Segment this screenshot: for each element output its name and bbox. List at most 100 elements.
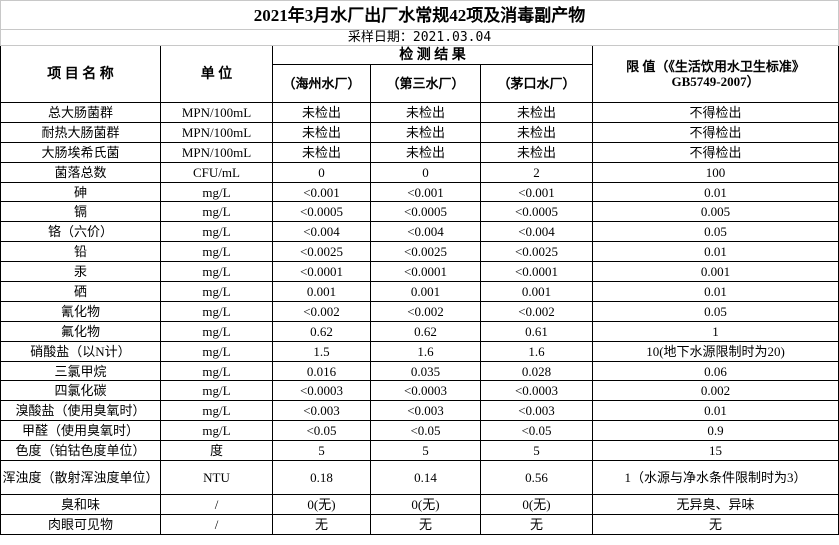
item-cell: 硝酸盐（以N计）	[0, 340, 161, 362]
item-cell: 三氯甲烷	[0, 360, 161, 382]
unit-cell: mg/L	[160, 221, 273, 243]
item-cell: 砷	[0, 181, 161, 203]
plant-1-cell: <0.0001	[272, 261, 371, 283]
plant-3-cell: 0.56	[480, 460, 593, 496]
plant-2-cell: 0	[370, 161, 481, 183]
sample-date: 采样日期：2021.03.04	[0, 29, 839, 46]
item-cell: 色度（铂钴色度单位）	[0, 440, 161, 462]
results-header: 检 测 结 果	[272, 45, 593, 65]
plant-3-cell: 0.001	[480, 281, 593, 302]
plant-3-cell: <0.0001	[480, 261, 593, 283]
data-row: 四氯化碳 mg/L <0.0003 <0.0003 <0.0003 0.002	[0, 380, 839, 402]
limit-cell: 0.06	[591, 360, 839, 382]
unit-cell: mg/L	[160, 360, 273, 382]
data-row: 汞 mg/L <0.0001 <0.0001 <0.0001 0.001	[0, 261, 839, 283]
item-cell: 浑浊度（散射浑浊度单位）	[0, 460, 161, 496]
plant-2-cell: 0.14	[370, 460, 481, 496]
data-row: 氰化物 mg/L <0.002 <0.002 <0.002 0.05	[0, 300, 839, 322]
plant-3-cell: 无	[480, 513, 593, 535]
limit-cell: 0.01	[591, 241, 839, 263]
plant-2-cell: 0.001	[370, 281, 481, 302]
plant-2-cell: <0.0025	[370, 241, 481, 263]
unit-cell: mg/L	[160, 281, 273, 302]
plant-1-cell: 1.5	[272, 340, 371, 362]
plant-2-cell: 5	[370, 440, 481, 462]
plant-3-cell: 未检出	[480, 102, 593, 123]
item-cell: 铬（六价）	[0, 221, 161, 243]
plant-2-cell: <0.002	[370, 300, 481, 322]
plant-1-cell: 0.001	[272, 281, 371, 302]
data-row: 总大肠菌群 MPN/100mL 未检出 未检出 未检出 不得检出	[0, 102, 839, 123]
unit-cell: mg/L	[160, 201, 273, 223]
data-row: 肉眼可见物 / 无无无无	[0, 513, 839, 535]
item-cell: 四氯化碳	[0, 380, 161, 402]
data-row: 砷 mg/L <0.001 <0.001 <0.001 0.01	[0, 181, 839, 203]
unit-cell: mg/L	[160, 241, 273, 263]
item-cell: 臭和味	[0, 494, 161, 515]
unit-cell: 度	[160, 440, 273, 462]
plant-1-cell: <0.004	[272, 221, 371, 243]
data-row: 臭和味/0(无) 0(无) 0(无) 无异臭、异味	[0, 494, 839, 515]
plant-3-cell: <0.001	[480, 181, 593, 203]
date-row: 采样日期：2021.03.04	[0, 29, 839, 46]
data-row: 溴酸盐（使用臭氧时） mg/L <0.003 <0.003 <0.003 0.01	[0, 400, 839, 422]
data-row: 耐热大肠菌群 MPN/100mL 未检出 未检出 未检出 不得检出	[0, 121, 839, 143]
plant-2-cell: 未检出	[370, 141, 481, 163]
unit-cell: MPN/100mL	[160, 141, 273, 163]
plant-1-cell: <0.002	[272, 300, 371, 322]
data-row: 铬（六价） mg/L <0.004 <0.004 <0.004 0.05	[0, 221, 839, 243]
limit-cell: 0.05	[591, 221, 839, 243]
unit-cell: NTU	[160, 460, 273, 496]
plant-3-cell: 0(无)	[480, 494, 593, 515]
item-cell: 肉眼可见物	[0, 513, 161, 535]
limit-cell: 0.9	[591, 420, 839, 442]
plant-2-cell: 未检出	[370, 121, 481, 143]
plant-1-cell: 0.016	[272, 360, 371, 382]
plant-3-cell: 2	[480, 161, 593, 183]
plant-3-cell: <0.0005	[480, 201, 593, 223]
plant-1-cell: 0(无)	[272, 494, 371, 515]
plant-2-cell: 0(无)	[370, 494, 481, 515]
item-cell: 总大肠菌群	[0, 102, 161, 123]
unit-cell: MPN/100mL	[160, 102, 273, 123]
unit-cell: mg/L	[160, 400, 273, 422]
unit-cell: mg/L	[160, 420, 273, 442]
item-cell: 铅	[0, 241, 161, 263]
data-row: 菌落总数 CFU/mL 0 0 2 100	[0, 161, 839, 183]
limit-header-line: 限 值（《生活饮用水卫生标准》	[626, 59, 805, 74]
plant-1-cell: 未检出	[272, 121, 371, 143]
plant-3-cell: 5	[480, 440, 593, 462]
plant-3-cell: 未检出	[480, 141, 593, 163]
data-row: 浑浊度（散射浑浊度单位） NTU 0.18 0.14 0.56 1（水源与净水条件限制时为…	[0, 460, 839, 496]
unit-header: 单 位	[160, 45, 273, 103]
item-cell: 甲醛（使用臭氧时）	[0, 420, 161, 442]
limit-cell: 不得检出	[591, 102, 839, 123]
unit-cell: MPN/100mL	[160, 121, 273, 143]
limit-cell: 100	[591, 161, 839, 183]
data-row: 三氯甲烷 mg/L 0.016 0.035 0.028 0.06	[0, 360, 839, 382]
limit-cell: 不得检出	[591, 141, 839, 163]
plant-1-cell: <0.05	[272, 420, 371, 442]
plant-3-cell: <0.0003	[480, 380, 593, 402]
plant-2-cell: 未检出	[370, 102, 481, 123]
limit-header: 限 值（《生活饮用水卫生标准》 GB5749-2007）	[591, 45, 839, 103]
limit-cell: 不得检出	[591, 121, 839, 143]
plant-3-cell: 0.028	[480, 360, 593, 382]
limit-cell: 0.01	[591, 181, 839, 203]
limit-cell: 10(地下水源限制时为20)	[591, 340, 839, 362]
plant-3-cell: <0.05	[480, 420, 593, 442]
plant-2-cell: 无	[370, 513, 481, 535]
limit-cell: 0.05	[591, 300, 839, 322]
plant-2-cell: <0.001	[370, 181, 481, 203]
plant-1-cell: 无	[272, 513, 371, 535]
plant-1-cell: 5	[272, 440, 371, 462]
item-cell: 氟化物	[0, 320, 161, 342]
title-row: 2021年3月水厂出厂水常规42项及消毒副产物	[0, 0, 839, 30]
item-cell: 氰化物	[0, 300, 161, 322]
data-row: 色度（铂钴色度单位）度 5 5 5 15	[0, 440, 839, 462]
plant-header: （第三水厂）	[370, 64, 481, 103]
item-cell: 大肠埃希氏菌	[0, 141, 161, 163]
unit-cell: mg/L	[160, 380, 273, 402]
item-cell: 耐热大肠菌群	[0, 121, 161, 143]
